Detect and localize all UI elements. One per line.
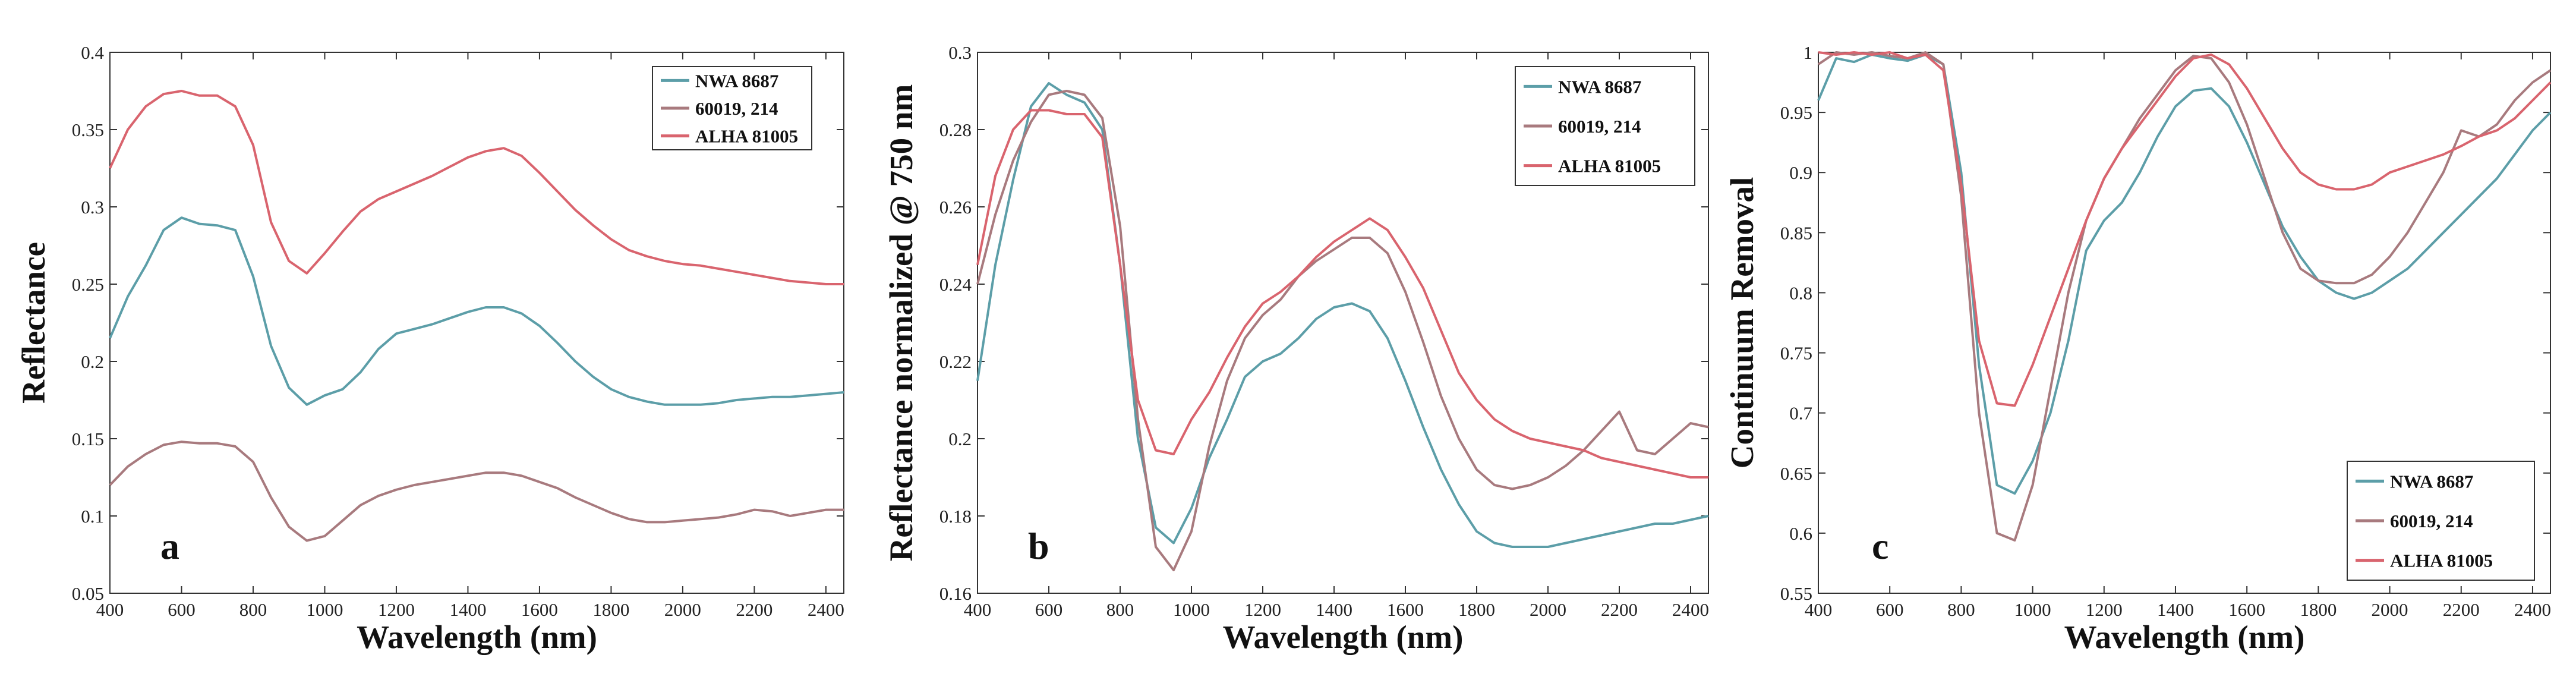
y-tick-label: 0.35 (72, 119, 104, 140)
series-line-1 (976, 90, 1709, 571)
plot-frame (1818, 52, 2551, 594)
y-tick-label: 0.22 (939, 351, 972, 372)
x-tick-label: 800 (1106, 599, 1134, 620)
legend: NWA 8687 60019, 214 ALHA 81005 (2347, 461, 2535, 581)
series-line-1 (109, 440, 844, 542)
x-tick-label: 2200 (2443, 599, 2480, 620)
panel-a: 400 600 800 1000 1200 1400 1600 1800 2000 2200 240… (15, 42, 844, 655)
x-tick-label: 2000 (2372, 599, 2408, 620)
y-tick-label: 0.4 (81, 42, 104, 63)
x-axis-title: Wavelength (nm) (2064, 619, 2305, 655)
y-tick-label: 0.25 (72, 274, 104, 295)
x-tick-label: 1800 (2300, 599, 2337, 620)
panel-label: a (160, 525, 179, 567)
x-tick-label: 400 (964, 599, 992, 620)
x-tick-label: 1200 (1244, 599, 1281, 620)
series-line-2 (1818, 51, 2552, 407)
series-line-2 (976, 109, 1708, 479)
x-tick-label: 400 (1805, 599, 1833, 620)
y-tick-label: 0.65 (1780, 463, 1812, 484)
x-tick-label: 400 (96, 599, 124, 620)
x-tick-label: 2000 (664, 599, 701, 620)
x-tick-label: 600 (1035, 599, 1063, 620)
panel-label: b (1028, 525, 1049, 567)
y-tick-label: 0.7 (1789, 403, 1812, 424)
y-tick-label: 0.6 (1789, 523, 1812, 544)
y-tick-label: 0.15 (72, 429, 104, 449)
x-tick-label: 1000 (1173, 599, 1210, 620)
y-tick-label: 0.3 (81, 197, 104, 218)
y-tick-label: 0.2 (81, 351, 104, 372)
legend-entry-2: ALHA 81005 (1558, 156, 1661, 177)
x-tick-label: 1800 (1458, 599, 1495, 620)
legend-entry-2: ALHA 81005 (695, 126, 798, 147)
x-tick-label: 1600 (2228, 599, 2265, 620)
x-tick-label: 600 (168, 599, 196, 620)
x-tick-label: 1400 (1316, 599, 1352, 620)
y-tick-label: 0.24 (939, 274, 972, 295)
y-tick-label: 0.26 (939, 197, 972, 218)
legend-entry-0: NWA 8687 (695, 70, 778, 91)
x-tick-label: 2200 (1601, 599, 1638, 620)
x-tick-label: 1400 (2157, 599, 2194, 620)
y-tick-label: 0.2 (948, 429, 972, 449)
legend-entry-1: 60019, 214 (695, 98, 778, 119)
y-tick-label: 0.28 (939, 119, 972, 140)
x-tick-label: 1600 (521, 599, 558, 620)
series-line-0 (976, 82, 1709, 548)
y-tick-label: 0.85 (1780, 222, 1812, 243)
panel-label: c (1872, 525, 1888, 567)
series-line-1 (1817, 51, 2552, 542)
y-tick-label: 0.55 (1780, 583, 1812, 604)
x-tick-label: 1000 (2014, 599, 2051, 620)
y-tick-label: 0.9 (1789, 162, 1812, 183)
legend-entry-0: NWA 8687 (2390, 471, 2473, 492)
y-tick-label: 1 (1803, 42, 1813, 63)
x-tick-label: 800 (1947, 599, 1975, 620)
x-tick-label: 2000 (1530, 599, 1566, 620)
legend-entry-1: 60019, 214 (2390, 511, 2473, 531)
legend: NWA 8687 60019, 214 ALHA 81005 (652, 66, 812, 150)
series-line-0 (109, 216, 844, 406)
y-tick-label: 0.16 (939, 583, 972, 604)
x-tick-label: 1400 (449, 599, 486, 620)
series-line-2 (109, 90, 844, 285)
x-tick-label: 1600 (1387, 599, 1424, 620)
y-tick-label: 0.3 (948, 42, 972, 63)
y-axis-title: Reflectance normalized @ 750 nm (883, 84, 919, 562)
plot-frame (109, 52, 844, 594)
y-tick-label: 0.05 (72, 583, 104, 604)
panel-c: 400 600 800 1000 1200 1400 1600 1800 2000 2200 240… (1724, 42, 2552, 655)
y-tick-label: 0.75 (1780, 343, 1812, 364)
x-axis-title: Wavelength (nm) (357, 619, 597, 655)
y-axis-title: Continuum Removal (1724, 177, 1760, 468)
x-tick-label: 2200 (736, 599, 773, 620)
y-axis-title: Reflectance (15, 242, 52, 404)
x-tick-label: 1200 (2086, 599, 2123, 620)
y-tick-label: 0.8 (1789, 282, 1812, 303)
x-tick-label: 1000 (306, 599, 343, 620)
x-tick-label: 600 (1876, 599, 1904, 620)
panel-b: 400 600 800 1000 1200 1400 1600 1800 2000 2200 240… (883, 42, 1709, 655)
x-tick-label: 800 (239, 599, 267, 620)
x-tick-label: 1800 (592, 599, 629, 620)
legend-entry-1: 60019, 214 (1558, 116, 1641, 137)
plot-frame (977, 52, 1709, 594)
y-tick-label: 0.1 (81, 506, 104, 527)
legend: NWA 8687 60019, 214 ALHA 81005 (1515, 66, 1695, 186)
legend-entry-0: NWA 8687 (1558, 76, 1641, 97)
legend-entry-2: ALHA 81005 (2390, 550, 2493, 571)
y-tick-label: 0.18 (939, 506, 972, 527)
x-tick-label: 2400 (2514, 599, 2551, 620)
y-tick-label: 0.95 (1780, 102, 1812, 123)
x-tick-label: 1200 (378, 599, 415, 620)
x-tick-label: 2400 (808, 599, 844, 620)
x-axis-title: Wavelength (nm) (1223, 619, 1464, 655)
x-tick-label: 2400 (1672, 599, 1709, 620)
